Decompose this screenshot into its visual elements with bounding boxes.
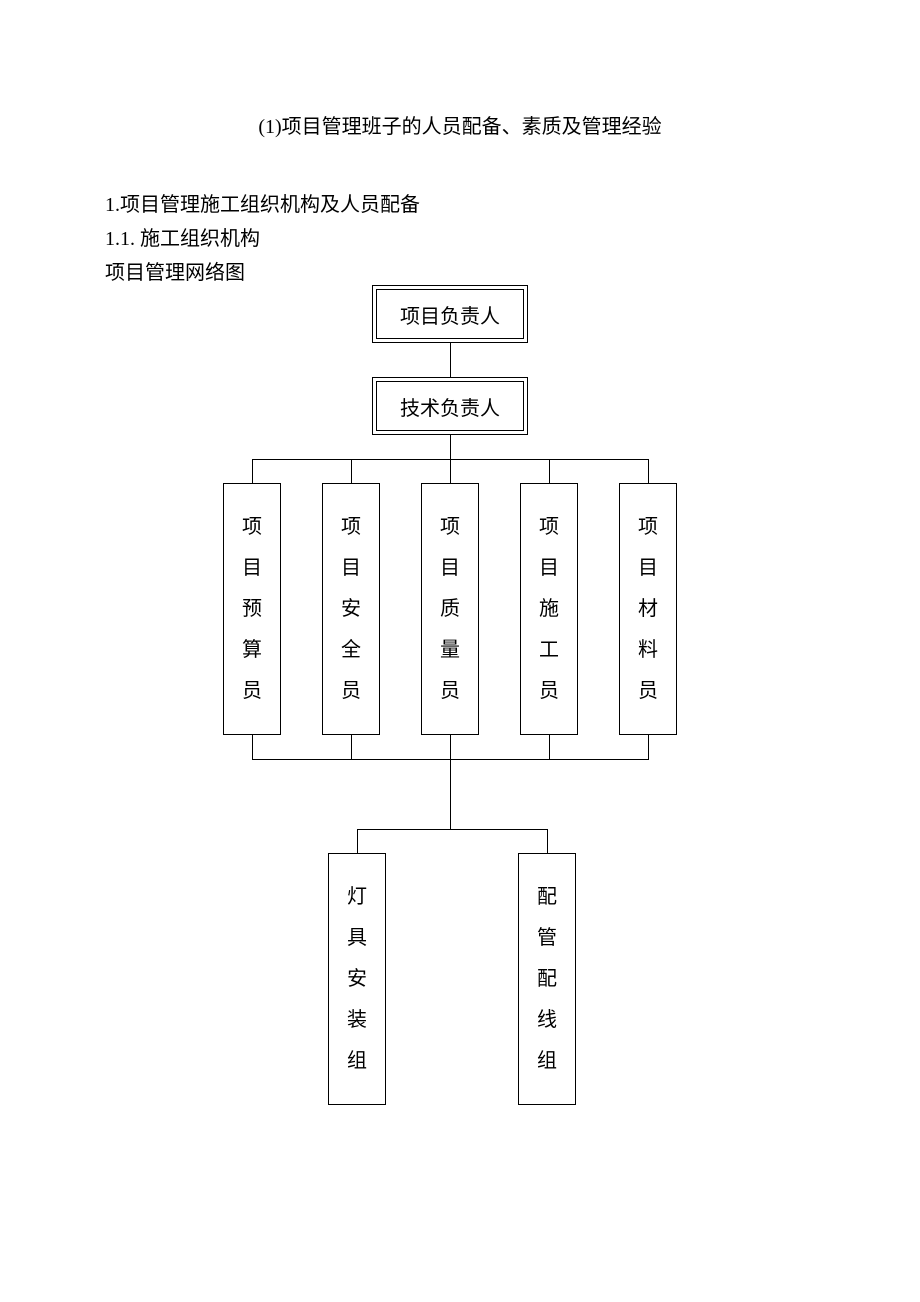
org-chart: 项目负责人技术负责人项目预算员项目安全员项目质量员项目施工员项目材料员灯具安装组…: [0, 285, 920, 1185]
vertical-char: 目: [539, 558, 559, 578]
doc-title: (1)项目管理班子的人员配备、素质及管理经验: [0, 110, 920, 139]
node-tech-leader: 技术负责人: [372, 377, 528, 435]
vertical-char: 员: [539, 681, 559, 701]
connector: [549, 735, 550, 759]
vertical-char: 装: [347, 1010, 367, 1030]
node-level4-1: 配管配线组: [518, 853, 576, 1105]
vertical-char: 目: [242, 558, 262, 578]
vertical-char: 线: [537, 1010, 557, 1030]
connector: [450, 759, 451, 829]
vertical-char: 目: [638, 558, 658, 578]
connector: [357, 829, 548, 830]
connector: [351, 735, 352, 759]
vertical-char: 工: [539, 640, 559, 660]
vertical-char: 质: [440, 599, 460, 619]
vertical-char: 施: [539, 599, 559, 619]
node-level3-2: 项目质量员: [421, 483, 479, 735]
connector: [450, 459, 451, 483]
vertical-char: 料: [638, 640, 658, 660]
vertical-char: 配: [537, 969, 557, 989]
vertical-char: 材: [638, 599, 658, 619]
node-project-leader: 项目负责人: [372, 285, 528, 343]
vertical-char: 配: [537, 887, 557, 907]
node-level3-0: 项目预算员: [223, 483, 281, 735]
vertical-char: 项: [341, 517, 361, 537]
vertical-char: 灯: [347, 887, 367, 907]
vertical-char: 具: [347, 928, 367, 948]
vertical-char: 组: [537, 1051, 557, 1071]
connector: [547, 829, 548, 853]
vertical-char: 项: [539, 517, 559, 537]
connector: [450, 343, 451, 377]
vertical-char: 员: [341, 681, 361, 701]
vertical-char: 安: [347, 969, 367, 989]
vertical-char: 项: [440, 517, 460, 537]
connector: [252, 735, 253, 759]
connector: [648, 459, 649, 483]
vertical-char: 员: [242, 681, 262, 701]
connector: [450, 435, 451, 459]
vertical-char: 组: [347, 1051, 367, 1071]
node-level3-4: 项目材料员: [619, 483, 677, 735]
node-level3-3: 项目施工员: [520, 483, 578, 735]
vertical-char: 量: [440, 640, 460, 660]
vertical-char: 全: [341, 640, 361, 660]
vertical-char: 算: [242, 640, 262, 660]
vertical-char: 项: [638, 517, 658, 537]
vertical-char: 管: [537, 928, 557, 948]
node-level4-0: 灯具安装组: [328, 853, 386, 1105]
node-level3-1: 项目安全员: [322, 483, 380, 735]
connector: [351, 459, 352, 483]
vertical-char: 员: [440, 681, 460, 701]
connector: [252, 459, 253, 483]
vertical-char: 项: [242, 517, 262, 537]
connector: [357, 829, 358, 853]
vertical-char: 员: [638, 681, 658, 701]
vertical-char: 预: [242, 599, 262, 619]
vertical-char: 目: [440, 558, 460, 578]
vertical-char: 目: [341, 558, 361, 578]
connector: [549, 459, 550, 483]
heading-1-1: 1.1. 施工组织机构: [105, 222, 260, 251]
heading-1: 1.项目管理施工组织机构及人员配备: [105, 188, 420, 217]
vertical-char: 安: [341, 599, 361, 619]
connector: [648, 735, 649, 759]
heading-chart-label: 项目管理网络图: [105, 256, 245, 285]
connector: [450, 735, 451, 759]
